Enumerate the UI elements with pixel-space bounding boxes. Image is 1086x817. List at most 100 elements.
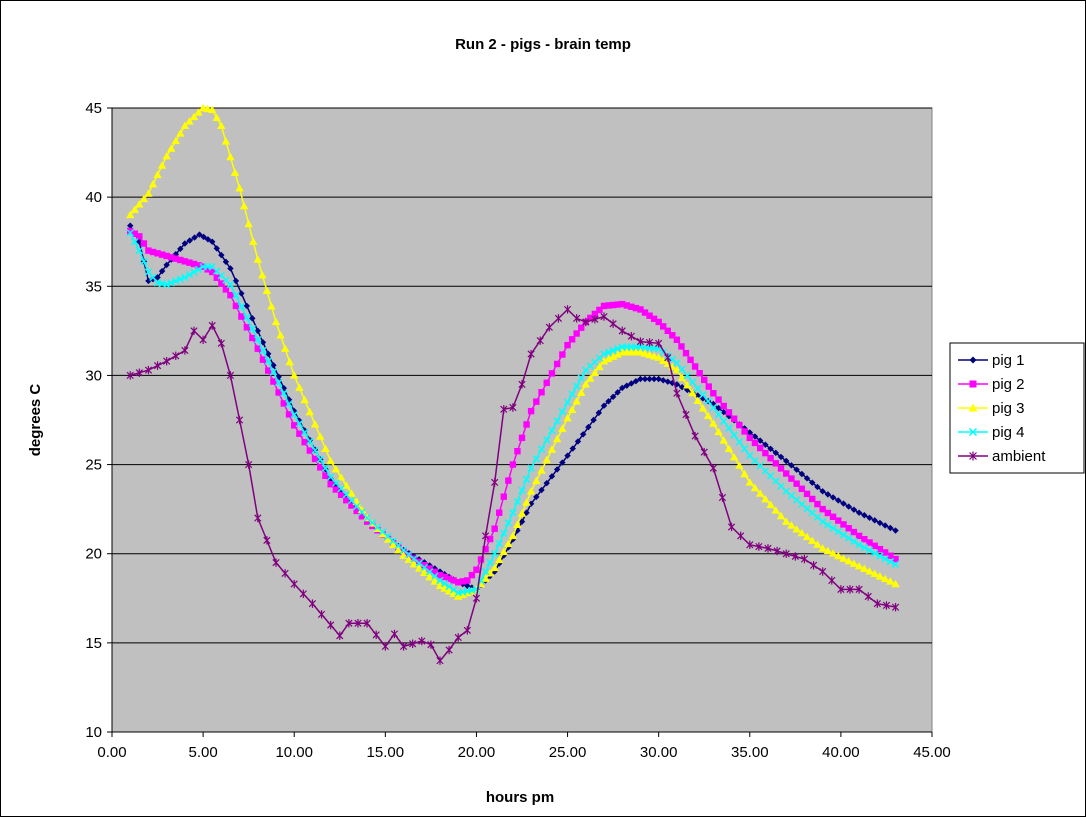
- data-point: [715, 404, 722, 412]
- data-point: [563, 398, 572, 406]
- data-point: [486, 535, 494, 543]
- tick-labels: 10 15 20 25 30 35 40 45 0.00 5.00 10.00 15.00 20.00 2…: [85, 100, 950, 761]
- data-point: [415, 558, 423, 566]
- data-point: [577, 374, 585, 382]
- data-point: [504, 519, 513, 527]
- data-point: [865, 546, 874, 555]
- y-tick-label: 35: [85, 278, 102, 295]
- data-point: [149, 248, 157, 256]
- data-point: [522, 498, 531, 506]
- data-point: [272, 558, 280, 567]
- data-point: [254, 513, 262, 523]
- data-point: [730, 431, 738, 439]
- data-point: [275, 389, 282, 396]
- x-tick-label: 5.00: [189, 744, 218, 761]
- data-point: [305, 407, 315, 416]
- data-point: [609, 319, 617, 328]
- data-point: [673, 381, 681, 388]
- x-tick-label: 15.00: [367, 744, 405, 761]
- data-point: [860, 564, 869, 572]
- data-point: [343, 497, 350, 504]
- data-point: [687, 356, 694, 364]
- data-point: [383, 535, 393, 543]
- data-point: [604, 348, 613, 356]
- data-point: [518, 380, 526, 389]
- data-point: [699, 391, 707, 399]
- data-point: [582, 317, 590, 327]
- data-point: [332, 486, 340, 493]
- data-point: [861, 535, 868, 543]
- data-point: [258, 270, 267, 279]
- data-point: [628, 303, 635, 310]
- data-point: [358, 513, 366, 520]
- data-point: [500, 529, 508, 537]
- data-point: [572, 397, 581, 405]
- data-point: [866, 514, 873, 522]
- series-ambient: [126, 305, 900, 665]
- data-point: [326, 473, 335, 481]
- x-tick-label: 30.00: [640, 744, 678, 761]
- data-point: [840, 521, 847, 528]
- data-point: [880, 574, 890, 583]
- data-point: [669, 332, 676, 339]
- data-point: [336, 473, 346, 481]
- data-point: [746, 429, 753, 436]
- data-point: [835, 517, 842, 524]
- data-point: [892, 527, 899, 534]
- data-point: [262, 286, 272, 294]
- data-point: [301, 438, 308, 446]
- data-point: [745, 478, 754, 486]
- data-point: [394, 545, 403, 554]
- data-point: [285, 357, 294, 366]
- data-point: [321, 444, 330, 452]
- data-point: [855, 541, 863, 549]
- data-point: [514, 448, 521, 455]
- data-point: [750, 483, 760, 492]
- data-point: [673, 359, 681, 367]
- data-point: [490, 563, 499, 572]
- y-tick-label: 30: [85, 367, 102, 384]
- data-point: [306, 437, 314, 446]
- data-point: [254, 345, 261, 352]
- data-point: [605, 302, 612, 309]
- data-point: [788, 462, 795, 469]
- data-point: [554, 314, 563, 323]
- data-point: [673, 336, 681, 343]
- data-point: [564, 452, 571, 459]
- data-point: [235, 415, 244, 425]
- data-point: [227, 292, 234, 299]
- data-point: [577, 388, 586, 397]
- data-point: [500, 493, 507, 500]
- data-point: [208, 321, 216, 330]
- data-point: [819, 505, 826, 513]
- legend-item: pig 1: [958, 352, 1025, 369]
- data-point: [720, 402, 727, 410]
- data-point: [837, 585, 845, 594]
- data-point: [194, 265, 203, 274]
- data-point: [481, 531, 490, 541]
- data-point: [578, 324, 585, 331]
- data-point: [232, 302, 240, 310]
- data-point: [740, 469, 749, 478]
- data-point: [249, 334, 256, 342]
- data-point: [891, 560, 900, 569]
- data-point: [650, 375, 658, 383]
- data-point: [587, 314, 594, 322]
- data-point: [378, 529, 387, 538]
- data-point: [431, 565, 438, 572]
- data-point: [127, 227, 134, 235]
- data-point: [767, 455, 774, 462]
- data-point: [755, 489, 765, 497]
- data-point: [714, 427, 723, 436]
- data-point: [486, 558, 494, 567]
- data-point: [316, 432, 325, 440]
- data-point: [363, 619, 371, 628]
- data-point: [157, 161, 167, 169]
- data-point: [472, 594, 481, 603]
- data-point: [756, 437, 764, 444]
- data-point: [782, 549, 790, 558]
- data-point: [148, 180, 158, 188]
- data-point: [538, 486, 545, 494]
- data-point: [818, 544, 827, 552]
- data-point: [855, 509, 863, 516]
